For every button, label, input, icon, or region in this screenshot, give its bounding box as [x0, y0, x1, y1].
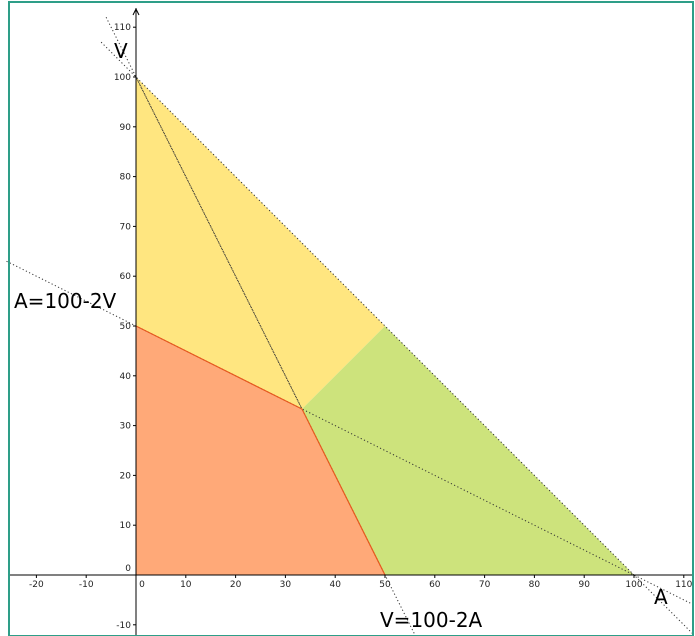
x-tick-label: 70	[479, 580, 491, 590]
frame-border	[8, 1, 694, 636]
x-tick-label: 80	[529, 580, 541, 590]
x-tick-label: 50	[379, 580, 391, 590]
boundary-line	[135, 325, 386, 576]
y-tick-label: 10	[120, 521, 132, 531]
y-tick-label: 90	[120, 123, 132, 133]
y-tick-label: 70	[120, 222, 132, 232]
x-tick-label: 0	[139, 580, 145, 590]
region-both-below	[136, 326, 385, 575]
y-axis-arrow	[132, 7, 140, 16]
region-upper-left	[136, 77, 385, 410]
y-tick-label: -10	[116, 621, 131, 631]
x-tick-label: 20	[230, 580, 242, 590]
y-tick-label: 110	[114, 23, 131, 33]
x-tick-label: -20	[29, 580, 44, 590]
y-tick-label: 20	[120, 471, 132, 481]
x-tick-label: 110	[675, 580, 692, 590]
x-tick-label: 90	[578, 580, 590, 590]
label-line-v: V=100-2A	[380, 608, 483, 632]
x-tick-label: 10	[180, 580, 192, 590]
x-tick-label: 40	[329, 580, 341, 590]
y-tick-label: 60	[120, 272, 132, 282]
y-tick-label: 0	[125, 564, 131, 574]
label-line-a: A=100-2V	[14, 289, 117, 313]
y-tick-label: 40	[120, 372, 132, 382]
axes: -20 -10 0 10 20 30 40 50 60 70 80 90 100 110 -10 0 10 20 3…	[10, 7, 693, 636]
region-lower-right	[301, 326, 634, 575]
x-tick-label: 60	[429, 580, 441, 590]
line-a-equals-v	[135, 76, 303, 410]
y-axis-name: V	[114, 39, 128, 63]
line-a-plus-v-100	[100, 41, 695, 636]
x-axis-name: A	[654, 585, 668, 609]
y-tick-label: 30	[120, 422, 132, 432]
x-tick-label: -10	[79, 580, 94, 590]
x-tick-label: 30	[280, 580, 292, 590]
y-tick-label: 80	[120, 173, 132, 183]
y-tick-label: 100	[114, 73, 131, 83]
y-tick-label: 50	[120, 322, 132, 332]
x-tick-label: 100	[625, 580, 642, 590]
